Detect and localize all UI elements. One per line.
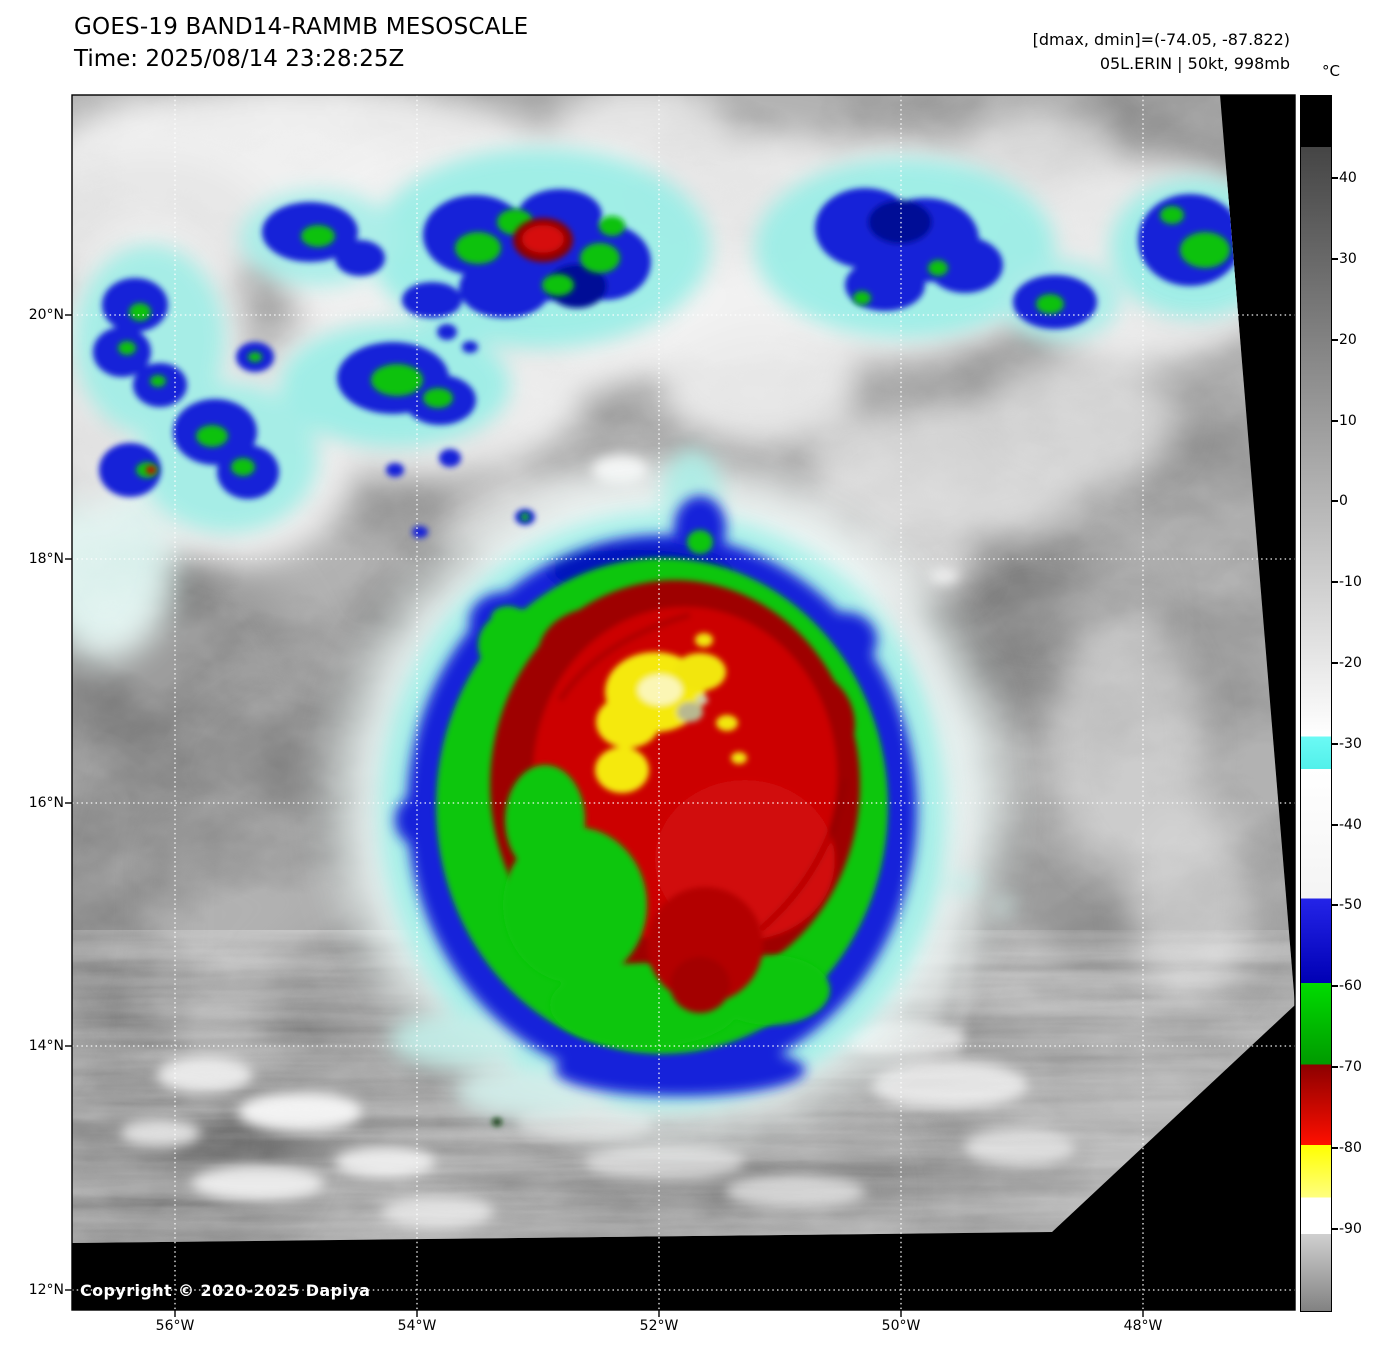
lon-label: 56°W [155, 1318, 195, 1334]
lon-label: 52°W [639, 1318, 679, 1334]
lat-label: 18°N [28, 551, 64, 567]
lat-label: 14°N [28, 1038, 64, 1054]
storm-info: 05L.ERIN | 50kt, 998mb [1099, 54, 1290, 73]
lon-label: 48°W [1123, 1318, 1163, 1334]
colorbar-tick-label: 20 [1331, 332, 1357, 348]
lat-label: 12°N [28, 1282, 64, 1298]
graticule-gridlines [72, 95, 1295, 1310]
hurricane-south-red-lobe [647, 887, 763, 1013]
colorbar-tick-label: 40 [1331, 170, 1357, 186]
lon-label: 50°W [881, 1318, 921, 1334]
product-title: GOES-19 BAND14-RAMMB MESOSCALE [74, 14, 529, 40]
cluster-red-cores [146, 218, 573, 474]
colorbar-tick-label: -10 [1331, 574, 1362, 590]
axis-tick-marks [65, 314, 1144, 1317]
colorbar-tick-label: 10 [1331, 413, 1357, 429]
lon-label: 54°W [397, 1318, 437, 1334]
map-border [71, 94, 1296, 1311]
colorbar-tick-label: 0 [1331, 493, 1348, 509]
dmax-dmin-readout: [dmax, dmin]=(-74.05, -87.822) [1032, 30, 1290, 49]
gravity-wave-bands [854, 537, 975, 1063]
colorbar-tick-label: -30 [1331, 736, 1362, 752]
colorbar-tick-label: -20 [1331, 655, 1362, 671]
colorbar-tick-label: -60 [1331, 978, 1362, 994]
colorbar-tick-label: -80 [1331, 1140, 1362, 1156]
colorbar-unit-label: °C [1322, 62, 1340, 80]
timestamp: Time: 2025/08/14 23:28:25Z [74, 46, 405, 72]
lat-label: 16°N [28, 795, 64, 811]
colorbar-tick-label: -50 [1331, 897, 1362, 913]
hurricane-yellow-core [595, 633, 747, 793]
hurricane-erin [75, 148, 1280, 1125]
colorbar-tick-label: 30 [1331, 251, 1357, 267]
satellite-data-region [72, 95, 1295, 1243]
colorbar-tick-label: -40 [1331, 817, 1362, 833]
copyright-watermark: Copyright © 2020-2025 Dapiya [80, 1281, 371, 1300]
colorbar-tick-label: -70 [1331, 1059, 1362, 1075]
colorbar-tick-label: -90 [1331, 1221, 1362, 1237]
cluster-green-cores [118, 206, 1230, 1126]
colorbar [1300, 95, 1332, 1312]
lat-label: 20°N [28, 307, 64, 323]
